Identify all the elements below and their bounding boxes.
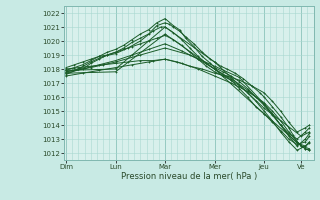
- X-axis label: Pression niveau de la mer( hPa ): Pression niveau de la mer( hPa ): [121, 172, 257, 181]
